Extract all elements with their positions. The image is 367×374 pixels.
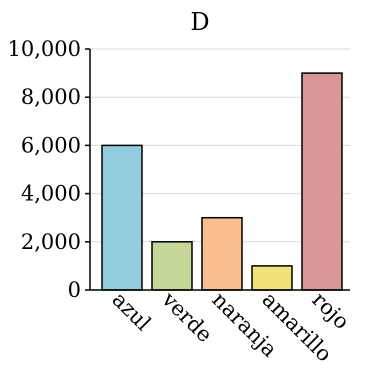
bars [101,72,343,291]
bar-azul [101,144,143,291]
bar-amarillo [251,265,293,291]
chart-title: D [190,8,209,36]
bar-rojo [301,72,343,291]
bar-verde [151,241,193,291]
y-axis-tick-labels: 0 2,000 4,000 6,000 8,000 10,000 [8,37,81,302]
y-tick-label-5: 10,000 [8,37,81,61]
x-tick-label-azul: azul [107,287,155,335]
y-tick-label-4: 8,000 [21,85,81,109]
bar-naranja [201,216,243,291]
y-tick-label-3: 6,000 [21,133,81,157]
y-tick-label-2: 4,000 [21,182,81,206]
axes [85,48,350,291]
y-tick-label-0: 0 [68,278,81,302]
x-tick-label-verde: verde [157,287,217,347]
y-tick-label-1: 2,000 [21,230,81,254]
